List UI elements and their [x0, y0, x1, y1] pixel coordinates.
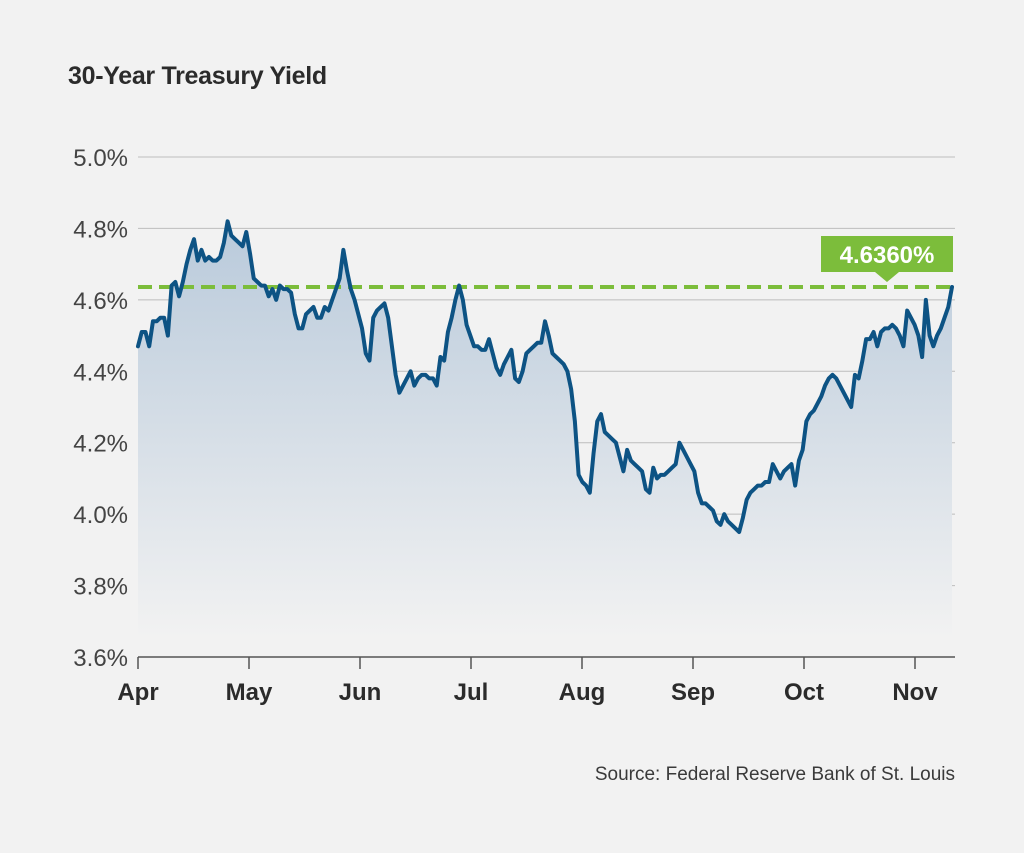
- y-tick-label: 3.8%: [73, 574, 128, 601]
- chart-source: Source: Federal Reserve Bank of St. Loui…: [594, 764, 955, 785]
- x-tick-label: Jun: [339, 679, 382, 706]
- reference-label-badge: [821, 236, 953, 282]
- x-tick-label: Jul: [454, 679, 489, 706]
- x-tick-label: Oct: [784, 679, 824, 706]
- y-tick-label: 4.2%: [73, 431, 128, 458]
- x-tick-label: Sep: [671, 679, 715, 706]
- y-tick-label: 4.0%: [73, 502, 128, 529]
- series-area: [138, 221, 952, 640]
- y-tick-label: 4.8%: [73, 216, 128, 243]
- y-tick-label: 4.6%: [73, 288, 128, 315]
- reference-label: 4.6360%: [840, 242, 935, 269]
- series-line: [136, 219, 954, 534]
- y-tick-label: 5.0%: [73, 145, 128, 172]
- y-tick-label: 4.4%: [73, 359, 128, 386]
- x-tick-label: Apr: [117, 679, 158, 706]
- x-tick-label: May: [226, 679, 273, 706]
- x-tick-label: Aug: [559, 679, 606, 706]
- x-tick-label: Nov: [892, 679, 938, 706]
- chart-title: 30-Year Treasury Yield: [68, 62, 327, 90]
- y-tick-label: 3.6%: [73, 645, 128, 672]
